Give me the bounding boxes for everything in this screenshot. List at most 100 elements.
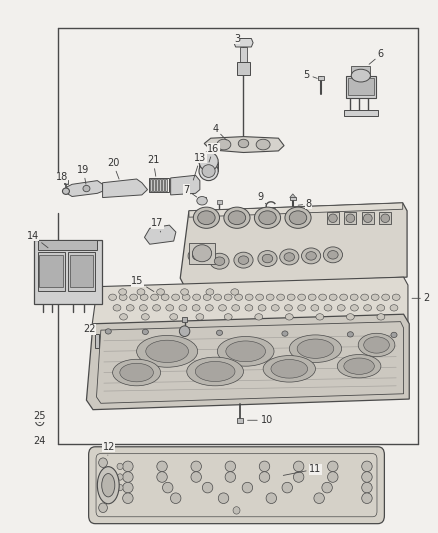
Ellipse shape xyxy=(259,461,269,472)
Ellipse shape xyxy=(198,152,218,171)
Text: 14: 14 xyxy=(27,231,48,248)
Ellipse shape xyxy=(361,493,371,504)
Bar xyxy=(39,240,97,249)
Ellipse shape xyxy=(380,214,389,222)
Ellipse shape xyxy=(284,207,311,228)
Text: 8: 8 xyxy=(297,199,311,209)
Ellipse shape xyxy=(286,294,294,301)
Bar xyxy=(343,110,377,116)
Ellipse shape xyxy=(214,257,224,265)
Polygon shape xyxy=(204,136,283,152)
Ellipse shape xyxy=(192,294,200,301)
Ellipse shape xyxy=(265,493,276,504)
Ellipse shape xyxy=(345,214,354,222)
Polygon shape xyxy=(102,179,147,198)
Ellipse shape xyxy=(119,294,127,301)
Ellipse shape xyxy=(258,211,276,224)
Ellipse shape xyxy=(102,473,115,497)
Polygon shape xyxy=(233,38,253,47)
Ellipse shape xyxy=(265,294,273,301)
Bar xyxy=(95,334,99,348)
Text: 12: 12 xyxy=(102,442,115,455)
Bar xyxy=(237,418,243,423)
Text: 15: 15 xyxy=(131,276,154,292)
Ellipse shape xyxy=(271,305,279,311)
Ellipse shape xyxy=(328,294,336,301)
Ellipse shape xyxy=(230,289,238,295)
Ellipse shape xyxy=(218,305,226,311)
Ellipse shape xyxy=(139,305,147,311)
Ellipse shape xyxy=(191,472,201,482)
Ellipse shape xyxy=(238,139,248,148)
Ellipse shape xyxy=(346,332,353,337)
Ellipse shape xyxy=(218,493,228,504)
Ellipse shape xyxy=(118,289,126,295)
Ellipse shape xyxy=(38,418,42,422)
Ellipse shape xyxy=(242,482,252,493)
Ellipse shape xyxy=(192,305,200,311)
Ellipse shape xyxy=(193,207,219,228)
Ellipse shape xyxy=(195,361,234,382)
Ellipse shape xyxy=(117,463,123,470)
Ellipse shape xyxy=(83,185,90,192)
Ellipse shape xyxy=(223,207,250,228)
Polygon shape xyxy=(155,179,158,191)
Ellipse shape xyxy=(297,339,333,358)
Ellipse shape xyxy=(279,249,298,265)
Ellipse shape xyxy=(216,330,222,335)
Ellipse shape xyxy=(113,359,160,386)
Text: 3: 3 xyxy=(233,34,240,44)
Ellipse shape xyxy=(234,294,242,301)
Polygon shape xyxy=(162,179,164,191)
Bar xyxy=(361,213,373,224)
Ellipse shape xyxy=(142,329,148,335)
Ellipse shape xyxy=(293,472,303,482)
Ellipse shape xyxy=(192,252,202,260)
Ellipse shape xyxy=(276,294,284,301)
Ellipse shape xyxy=(109,294,116,301)
Ellipse shape xyxy=(224,294,232,301)
Ellipse shape xyxy=(99,503,107,513)
Bar xyxy=(148,178,169,192)
Ellipse shape xyxy=(196,197,207,205)
Ellipse shape xyxy=(254,207,280,228)
Ellipse shape xyxy=(113,305,120,311)
Ellipse shape xyxy=(136,335,197,367)
Ellipse shape xyxy=(255,139,269,150)
Ellipse shape xyxy=(389,305,397,311)
Polygon shape xyxy=(165,179,167,191)
Bar xyxy=(197,197,206,201)
Text: 18: 18 xyxy=(55,172,67,184)
Ellipse shape xyxy=(293,461,303,472)
Ellipse shape xyxy=(122,472,133,482)
Ellipse shape xyxy=(257,251,276,266)
Ellipse shape xyxy=(197,211,215,224)
Ellipse shape xyxy=(346,314,353,320)
Ellipse shape xyxy=(228,211,245,224)
Text: 6: 6 xyxy=(368,50,383,64)
Ellipse shape xyxy=(350,294,357,301)
Ellipse shape xyxy=(350,305,357,311)
Ellipse shape xyxy=(156,461,167,472)
Text: 5: 5 xyxy=(303,70,317,79)
Ellipse shape xyxy=(289,335,341,362)
Ellipse shape xyxy=(105,329,111,334)
Ellipse shape xyxy=(170,314,177,320)
Ellipse shape xyxy=(213,294,221,301)
Polygon shape xyxy=(92,277,407,333)
Text: 13: 13 xyxy=(193,153,206,180)
Ellipse shape xyxy=(350,69,370,82)
Ellipse shape xyxy=(202,482,212,493)
Ellipse shape xyxy=(99,458,107,467)
Ellipse shape xyxy=(137,289,145,295)
Ellipse shape xyxy=(182,294,190,301)
Ellipse shape xyxy=(281,482,292,493)
Ellipse shape xyxy=(120,364,153,382)
Ellipse shape xyxy=(119,314,127,320)
Ellipse shape xyxy=(361,472,371,482)
Ellipse shape xyxy=(315,314,323,320)
Ellipse shape xyxy=(270,360,307,378)
Text: 22: 22 xyxy=(83,324,95,335)
Ellipse shape xyxy=(230,138,256,149)
Ellipse shape xyxy=(179,305,187,311)
